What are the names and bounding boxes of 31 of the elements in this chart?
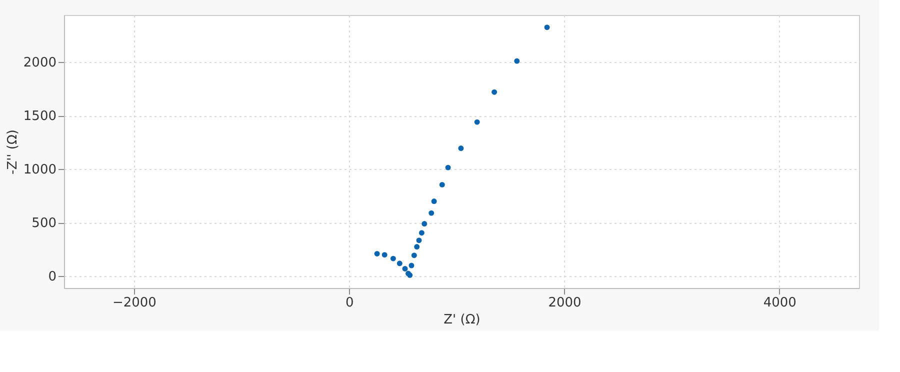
point	[382, 252, 388, 258]
point	[416, 238, 422, 244]
x-axis-title: Z' (Ω)	[444, 312, 480, 328]
x-tick-label: 2000	[548, 296, 582, 310]
point	[514, 58, 520, 64]
y-tick-label: 1000	[23, 162, 56, 178]
point	[431, 198, 437, 204]
point	[414, 244, 420, 250]
point	[445, 164, 451, 170]
point	[418, 230, 424, 236]
x-tick-label: 0	[345, 296, 354, 310]
point	[408, 262, 414, 268]
y-tick-label: 2000	[23, 56, 56, 71]
point	[411, 252, 417, 258]
y-tick-label: 500	[32, 216, 56, 232]
y-tick-label: 1500	[23, 109, 56, 124]
point	[374, 251, 380, 256]
x-tick-label: −2000	[112, 296, 156, 310]
point	[422, 221, 428, 226]
point	[474, 119, 480, 125]
point	[492, 89, 498, 95]
x-tick-label: 4000	[763, 296, 796, 310]
y-axis-title: -Z'' (Ω)	[5, 130, 20, 174]
point	[428, 210, 434, 216]
point	[402, 266, 408, 272]
point	[458, 146, 464, 152]
point	[390, 256, 396, 262]
point	[439, 182, 445, 188]
point	[396, 260, 402, 266]
y-tick-label: 0	[48, 270, 56, 285]
point	[544, 24, 550, 30]
